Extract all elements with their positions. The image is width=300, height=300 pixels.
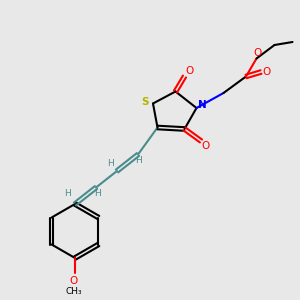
Text: H: H [64, 189, 71, 198]
Text: O: O [185, 65, 193, 76]
Text: CH₃: CH₃ [65, 286, 82, 296]
Text: O: O [201, 140, 210, 151]
Text: N: N [197, 100, 206, 110]
Text: H: H [135, 156, 141, 165]
Text: S: S [142, 97, 149, 107]
Text: H: H [94, 189, 101, 198]
Text: O: O [254, 47, 262, 58]
Text: O: O [263, 67, 271, 77]
Text: H: H [108, 159, 114, 168]
Text: O: O [69, 275, 78, 286]
